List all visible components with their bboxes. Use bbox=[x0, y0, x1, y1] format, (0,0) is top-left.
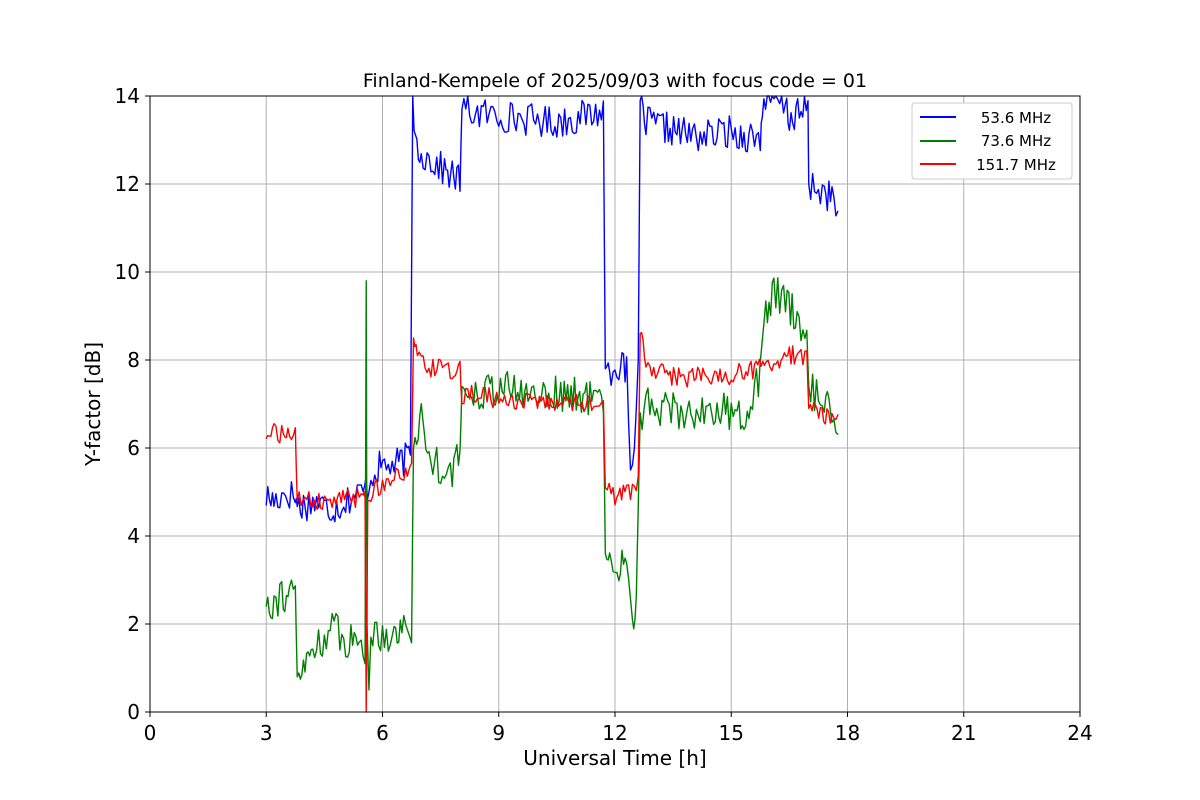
legend: 53.6 MHz 73.6 MHz 151.7 MHz bbox=[911, 102, 1073, 180]
legend-label-73-6-mhz: 73.6 MHz bbox=[981, 132, 1051, 150]
legend-label-53-6-mhz: 53.6 MHz bbox=[981, 109, 1051, 127]
x-tick-label-3: 9 bbox=[492, 721, 505, 745]
chart-title: Finland-Kempele of 2025/09/03 with focus… bbox=[363, 70, 867, 92]
legend-label-151-7-mhz: 151.7 MHz bbox=[976, 156, 1056, 174]
x-tick-label-8: 24 bbox=[1067, 721, 1092, 745]
x-tick-label-7: 21 bbox=[951, 721, 976, 745]
y-axis-label: Y-factor [dB] bbox=[81, 342, 105, 467]
y-tick-label-5: 10 bbox=[115, 260, 140, 284]
y-tick-label-6: 12 bbox=[115, 172, 140, 196]
series-line-53-6-mhz bbox=[265, 95, 839, 523]
y-tick-label-0: 0 bbox=[127, 700, 140, 724]
y-tick-label-4: 8 bbox=[127, 348, 140, 372]
y-tick-label-7: 14 bbox=[115, 84, 140, 108]
y-tick-label-2: 4 bbox=[127, 524, 140, 548]
legend-box bbox=[911, 102, 1073, 180]
series-line-151-7-mhz bbox=[265, 331, 839, 713]
x-axis-label: Universal Time [h] bbox=[523, 746, 706, 770]
x-tick-label-5: 15 bbox=[719, 721, 744, 745]
y-tick-label-1: 2 bbox=[127, 612, 140, 636]
x-tick-label-2: 6 bbox=[376, 721, 389, 745]
x-tick-label-6: 18 bbox=[835, 721, 860, 745]
x-tick-label-4: 12 bbox=[602, 721, 627, 745]
x-tick-label-0: 0 bbox=[144, 721, 157, 745]
series-layer bbox=[265, 95, 839, 713]
y-tick-label-3: 6 bbox=[127, 436, 140, 460]
x-tick-label-1: 3 bbox=[260, 721, 273, 745]
